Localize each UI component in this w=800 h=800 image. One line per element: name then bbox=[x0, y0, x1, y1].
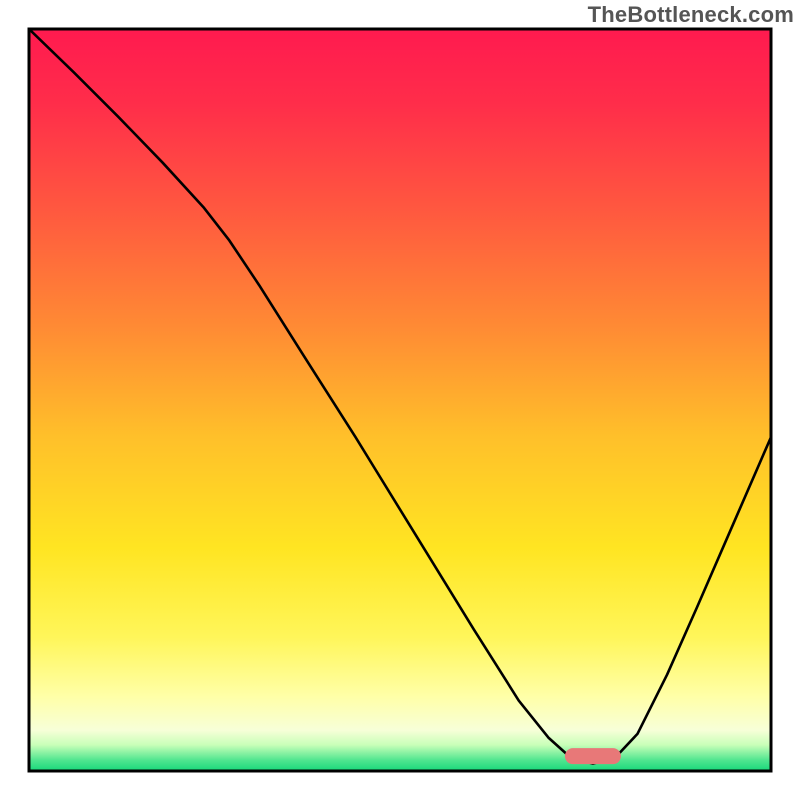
watermark-text: TheBottleneck.com bbox=[588, 2, 794, 28]
bottleneck-chart bbox=[0, 0, 800, 800]
optimal-marker bbox=[565, 748, 621, 764]
chart-container: TheBottleneck.com bbox=[0, 0, 800, 800]
